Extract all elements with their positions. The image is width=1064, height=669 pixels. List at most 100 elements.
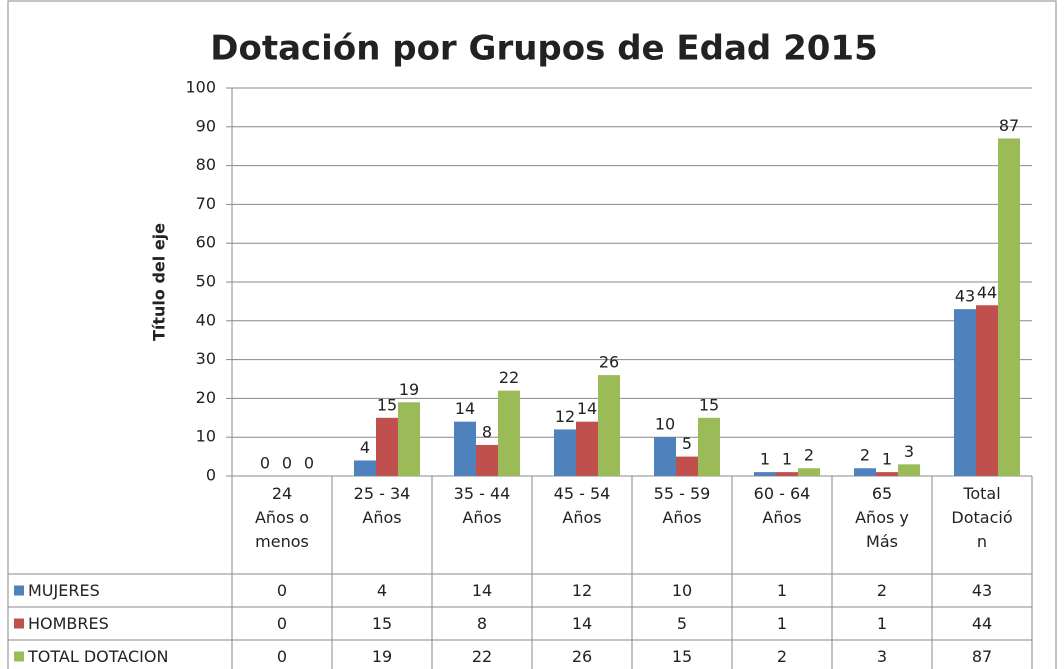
x-tick-label-box: 25 - 34 Años xyxy=(353,484,411,527)
x-tick-label: 45 - 54 Años xyxy=(553,484,611,527)
y-tick-label: 60 xyxy=(196,233,216,252)
data-label: 87 xyxy=(999,116,1019,135)
legend-label: HOMBRES xyxy=(28,614,109,633)
bar xyxy=(898,464,920,476)
legend-swatch xyxy=(14,651,24,662)
y-tick-label: 90 xyxy=(196,116,216,135)
table-cell: 3 xyxy=(877,647,887,666)
bar xyxy=(476,444,498,476)
data-label: 4 xyxy=(360,438,370,457)
y-tick-label: 0 xyxy=(206,466,216,485)
data-label: 19 xyxy=(399,380,419,399)
bar xyxy=(698,417,720,476)
y-tick-label: 100 xyxy=(185,78,216,97)
bar xyxy=(454,421,476,476)
y-tick-label: 70 xyxy=(196,194,216,213)
table-cell: 2 xyxy=(777,647,787,666)
data-label: 0 xyxy=(304,454,314,473)
y-tick-label: 20 xyxy=(196,388,216,407)
data-label: 12 xyxy=(555,407,575,426)
bar xyxy=(354,460,376,476)
table-cell: 15 xyxy=(672,647,692,666)
table-cell: 1 xyxy=(877,614,887,633)
y-tick-label: 80 xyxy=(196,155,216,174)
x-tick-label-box: 55 - 59 Años xyxy=(653,484,711,527)
y-tick-label: 30 xyxy=(196,349,216,368)
bar xyxy=(498,390,520,476)
table-cell: 4 xyxy=(377,581,387,600)
data-label: 15 xyxy=(699,395,719,414)
data-label: 5 xyxy=(682,434,692,453)
table-cell: 0 xyxy=(277,581,287,600)
data-label: 1 xyxy=(882,450,892,469)
y-axis-title: Título del eje xyxy=(150,223,169,341)
data-label: 3 xyxy=(904,442,914,461)
data-label: 2 xyxy=(860,446,870,465)
legend-label: TOTAL DOTACION xyxy=(27,647,168,666)
legend-label: MUJERES xyxy=(28,581,100,600)
table-cell: 1 xyxy=(777,581,787,600)
data-label: 44 xyxy=(977,283,997,302)
table-cell: 14 xyxy=(572,614,592,633)
x-tick-label-box: 65 Años y Más xyxy=(855,484,909,551)
table-cell: 0 xyxy=(277,647,287,666)
bar xyxy=(876,472,898,476)
table-cell: 14 xyxy=(472,581,492,600)
table-cell: 43 xyxy=(972,581,992,600)
table-cell: 19 xyxy=(372,647,392,666)
x-tick-label: 25 - 34 Años xyxy=(353,484,411,527)
data-label: 8 xyxy=(482,422,492,441)
data-label: 0 xyxy=(260,454,270,473)
bar xyxy=(854,468,876,476)
x-tick-label-box: 45 - 54 Años xyxy=(553,484,611,527)
x-tick-label: 55 - 59 Años xyxy=(653,484,711,527)
x-tick-label: 65 Años y Más xyxy=(855,484,909,551)
table-cell: 2 xyxy=(877,581,887,600)
bar xyxy=(554,429,576,476)
legend-swatch xyxy=(14,618,24,629)
table-cell: 12 xyxy=(572,581,592,600)
bar xyxy=(398,402,420,476)
data-label: 15 xyxy=(377,395,397,414)
y-tick-label: 50 xyxy=(196,272,216,291)
data-label: 26 xyxy=(599,353,619,372)
x-tick-label: 35 - 44 Años xyxy=(453,484,511,527)
data-label: 43 xyxy=(955,287,975,306)
bar xyxy=(754,472,776,476)
table-cell: 15 xyxy=(372,614,392,633)
bar xyxy=(976,305,998,476)
data-label: 1 xyxy=(760,450,770,469)
table-cell: 26 xyxy=(572,647,592,666)
table-cell: 10 xyxy=(672,581,692,600)
table-cell: 44 xyxy=(972,614,992,633)
bar xyxy=(376,417,398,476)
data-label: 14 xyxy=(455,399,475,418)
table-cell: 22 xyxy=(472,647,492,666)
x-tick-label-box: 60 - 64 Años xyxy=(753,484,811,527)
data-label: 1 xyxy=(782,450,792,469)
y-tick-label: 10 xyxy=(196,427,216,446)
bar xyxy=(998,138,1020,476)
bar xyxy=(954,309,976,476)
bar xyxy=(798,468,820,476)
data-label: 10 xyxy=(655,415,675,434)
data-label: 14 xyxy=(577,399,597,418)
x-tick-label-box: Total Dotación xyxy=(951,484,1013,551)
legend-swatch xyxy=(14,585,24,596)
x-tick-label: Total Dotación xyxy=(951,484,1013,551)
x-tick-label-box: 24 Años o menos xyxy=(254,484,310,551)
bar xyxy=(776,472,798,476)
data-label: 22 xyxy=(499,368,519,387)
x-tick-label-box: 35 - 44 Años xyxy=(453,484,511,527)
x-tick-label: 24 Años o menos xyxy=(254,484,310,551)
table-cell: 0 xyxy=(277,614,287,633)
table-cell: 8 xyxy=(477,614,487,633)
bar xyxy=(576,421,598,476)
x-tick-label: 60 - 64 Años xyxy=(753,484,811,527)
data-label: 2 xyxy=(804,446,814,465)
chart-title: Dotación por Grupos de Edad 2015 xyxy=(210,29,877,69)
table-cell: 1 xyxy=(777,614,787,633)
y-tick-label: 40 xyxy=(196,310,216,329)
